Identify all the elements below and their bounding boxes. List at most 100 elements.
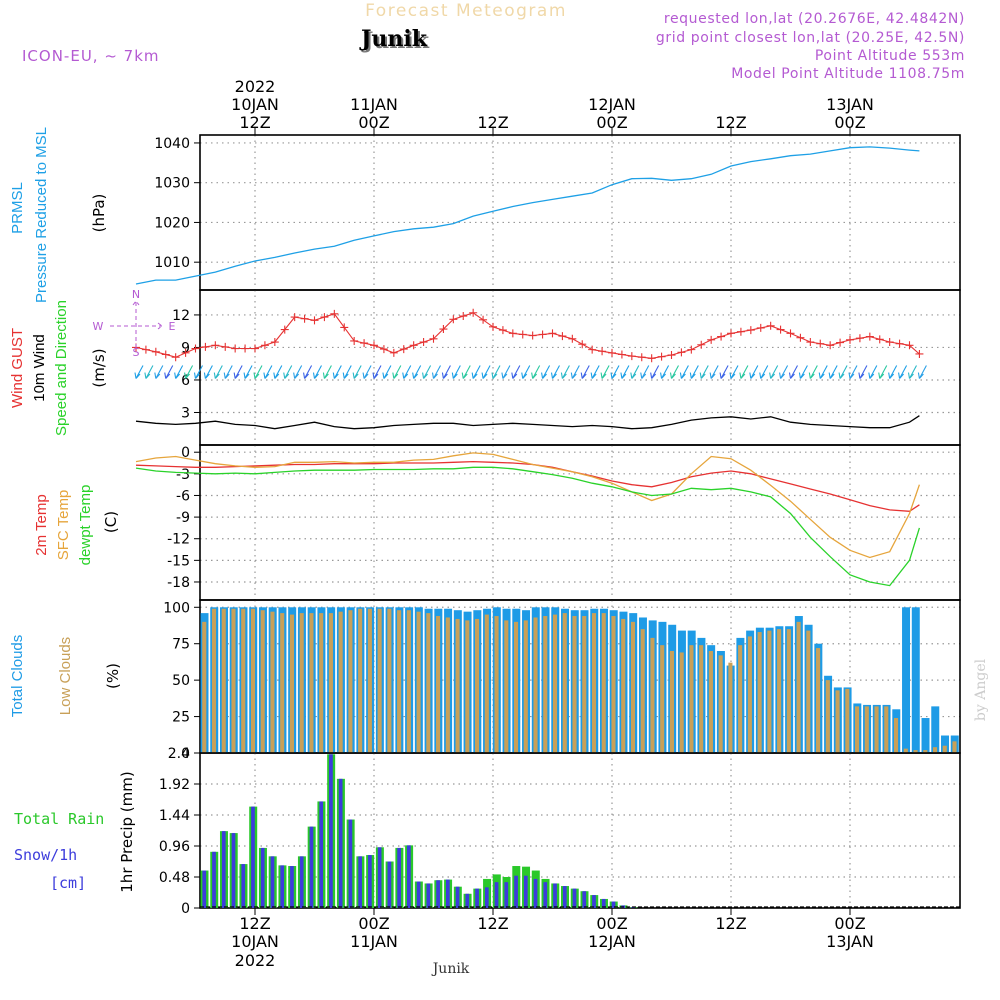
gust-marker xyxy=(608,348,616,357)
wind-direction-arrow xyxy=(283,365,293,379)
gust-marker xyxy=(171,353,180,362)
panel-temperature: 0 -3 -6 -9 -12 -15 -18 (C) 2m Temp SFC Temp dewpt … xyxy=(33,444,961,601)
gust-marker xyxy=(419,338,428,347)
bottom-date-label: 10JAN xyxy=(231,932,279,951)
low-clouds-bar xyxy=(621,618,626,753)
wind-direction-arrow xyxy=(223,365,233,379)
snow-bar xyxy=(309,826,314,908)
panel-wind: 3 6 9 12 N S W E (m/s) Wind GUST 10m Wind Speed and… xyxy=(9,288,961,446)
low-clouds-bar xyxy=(728,662,733,753)
low-clouds-label: Low Clouds xyxy=(57,637,74,715)
panel-precip: 0 0.48 0.96 1.44 1.92 2.4 1hr Precip (mm) Total… xyxy=(14,746,961,917)
wind-direction-arrow xyxy=(630,365,640,379)
low-clouds-bar xyxy=(377,608,382,753)
low-clouds-bar xyxy=(270,611,275,753)
top-date-label: 10JAN xyxy=(231,95,279,114)
gust-marker xyxy=(687,345,696,354)
gust-marker xyxy=(727,329,735,338)
snow-bar xyxy=(290,866,294,908)
panel-frame xyxy=(199,134,961,291)
total-clouds-bar xyxy=(931,706,940,753)
ytick-label: 0.96 xyxy=(159,839,190,855)
wind-direction-arrow xyxy=(263,365,273,379)
low-clouds-bar xyxy=(475,618,480,753)
bottom-hour-label: 12Z xyxy=(715,914,746,933)
low-clouds-bar xyxy=(484,614,489,753)
gust-marker xyxy=(310,316,319,325)
snow-bar xyxy=(231,833,236,908)
gust-marker xyxy=(885,338,894,347)
gust-marker xyxy=(806,338,815,347)
wind-direction-arrow xyxy=(154,365,164,379)
wind-unit: (m/s) xyxy=(90,348,108,387)
requested-coords: requested lon,lat (20.2676E, 42.4842N) xyxy=(664,11,965,27)
snow-bar xyxy=(368,855,372,908)
low-clouds-bar xyxy=(650,637,655,753)
top-hour-label: 12Z xyxy=(239,113,270,132)
low-clouds-bar xyxy=(406,610,411,753)
gust-marker xyxy=(836,338,845,347)
temp-unit: (C) xyxy=(102,511,120,533)
wind-direction-arrow xyxy=(233,365,243,379)
low-clouds-bar xyxy=(591,613,597,753)
low-clouds-bar xyxy=(893,718,899,753)
wind-direction-arrow xyxy=(332,365,342,379)
wind-direction-arrow xyxy=(342,365,352,379)
location-title: Junik xyxy=(359,26,428,52)
low-clouds-bar xyxy=(913,750,918,753)
gust-marker xyxy=(657,352,666,361)
wind-direction-arrow xyxy=(471,365,481,379)
bottom-hour-label: 12Z xyxy=(239,914,270,933)
wind-direction-arrow xyxy=(481,365,491,379)
snow-bar xyxy=(601,898,606,908)
wind-direction-arrow xyxy=(541,365,551,379)
compass-east: E xyxy=(169,320,176,333)
dewpt-label: dewpt Temp xyxy=(77,485,94,566)
gust-marker xyxy=(558,332,567,341)
snow-bar xyxy=(592,895,596,908)
wind-line xyxy=(135,415,920,430)
gust-marker xyxy=(360,339,369,348)
gust-marker xyxy=(489,322,497,331)
gust-marker xyxy=(617,350,626,359)
ytick-label: 50 xyxy=(172,673,190,689)
snow-bar xyxy=(582,891,587,908)
gust-marker xyxy=(429,334,438,343)
wind-direction-arrow xyxy=(580,365,590,379)
low-clouds-bar xyxy=(660,645,665,753)
gust-marker xyxy=(290,313,299,322)
low-clouds-bar xyxy=(757,632,762,753)
snow-bar xyxy=(407,845,411,908)
gust-marker xyxy=(855,334,864,343)
low-clouds-bar xyxy=(669,651,674,753)
low-clouds-bar xyxy=(777,629,782,753)
ytick-label: 25 xyxy=(172,710,190,726)
low-clouds-bar xyxy=(796,621,801,753)
low-clouds-bar xyxy=(923,750,928,753)
wind-direction-arrow xyxy=(193,365,203,379)
gust-marker xyxy=(399,345,408,354)
low-clouds-bar xyxy=(816,648,821,753)
low-clouds-bar xyxy=(952,741,957,753)
wind-direction-arrow xyxy=(312,365,322,379)
low-clouds-bar xyxy=(221,608,226,753)
top-date-label: 13JAN xyxy=(826,95,874,114)
wind-direction-arrow xyxy=(461,365,471,379)
low-clouds-bar xyxy=(231,608,236,753)
ytick-label: 1.44 xyxy=(159,808,190,824)
ytick-label: -18 xyxy=(167,575,190,591)
low-clouds-bar xyxy=(416,611,421,753)
clouds-unit: (%) xyxy=(104,663,122,689)
ytick-label: 1010 xyxy=(154,255,190,271)
low-clouds-bar xyxy=(202,621,207,753)
low-clouds-bar xyxy=(211,608,217,753)
low-clouds-bar xyxy=(767,630,772,753)
low-clouds-bar xyxy=(884,706,889,753)
compass-north: N xyxy=(132,288,140,301)
low-clouds-bar xyxy=(699,645,704,753)
low-clouds-bar xyxy=(552,614,558,753)
wind-direction-arrow xyxy=(560,365,570,379)
gust-line xyxy=(135,312,920,359)
footer-location: Junik xyxy=(431,961,470,977)
